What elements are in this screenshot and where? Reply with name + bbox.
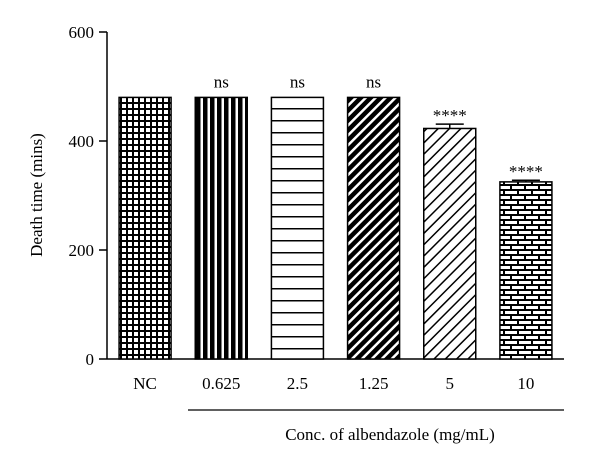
significance-label-1: ns xyxy=(214,72,229,91)
y-tick-label: 0 xyxy=(86,350,95,369)
significance-labels: ns ns ns **** **** xyxy=(214,72,543,181)
bar-1 xyxy=(194,96,248,360)
bar-4 xyxy=(423,127,477,360)
bar-3 xyxy=(346,96,401,360)
y-axis-title: Death time (mins) xyxy=(27,133,46,257)
error-bars xyxy=(435,123,540,182)
significance-label-4: **** xyxy=(433,106,467,125)
significance-label-5: **** xyxy=(509,162,543,181)
bar-2 xyxy=(270,96,325,360)
y-ticks: 0 200 400 600 xyxy=(69,23,107,369)
y-tick-label: 200 xyxy=(69,241,95,260)
x-tick-label: 2.5 xyxy=(287,374,308,393)
bar-5 xyxy=(499,181,553,360)
x-tick-label: 0.625 xyxy=(202,374,240,393)
significance-label-3: ns xyxy=(366,72,381,91)
x-tick-label: NC xyxy=(133,374,157,393)
x-tick-label: 10 xyxy=(517,374,534,393)
bar-0 xyxy=(118,96,172,360)
x-tick-label: 1.25 xyxy=(359,374,389,393)
group-label: Conc. of albendazole (mg/mL) xyxy=(285,425,495,444)
y-tick-label: 400 xyxy=(69,132,95,151)
y-tick-label: 600 xyxy=(69,23,95,42)
x-tick-label: 5 xyxy=(446,374,455,393)
significance-label-2: ns xyxy=(290,72,305,91)
x-tick-labels: NC 0.625 2.5 1.25 5 10 xyxy=(133,374,534,393)
bars xyxy=(118,96,553,360)
